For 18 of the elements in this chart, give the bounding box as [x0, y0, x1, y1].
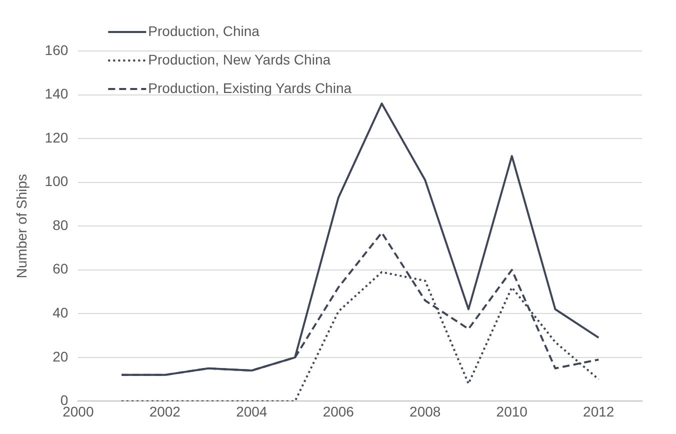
y-tick-label: 20 — [52, 348, 68, 364]
y-tick-label: 140 — [44, 86, 68, 102]
y-tick-label: 120 — [44, 129, 68, 146]
legend-label: Production, Existing Yards China — [148, 80, 352, 96]
y-tick-label: 80 — [52, 216, 68, 233]
x-tick-label: 2008 — [410, 403, 441, 420]
legend-label: Production, New Yards China — [148, 51, 331, 68]
y-tick-label: 40 — [52, 304, 68, 321]
legend-label: Production, China — [148, 22, 260, 39]
y-axis-title: Number of Ships — [13, 174, 30, 278]
x-tick-label: 2002 — [149, 403, 181, 420]
y-tick-label: 160 — [44, 42, 68, 58]
y-tick-label: 60 — [52, 260, 68, 277]
x-tick-label: 2010 — [496, 403, 528, 420]
y-tick-label: 100 — [44, 173, 68, 190]
x-tick-label: 2004 — [236, 403, 268, 420]
x-tick-label: 2006 — [322, 403, 354, 420]
x-tick-label: 2012 — [583, 403, 614, 420]
